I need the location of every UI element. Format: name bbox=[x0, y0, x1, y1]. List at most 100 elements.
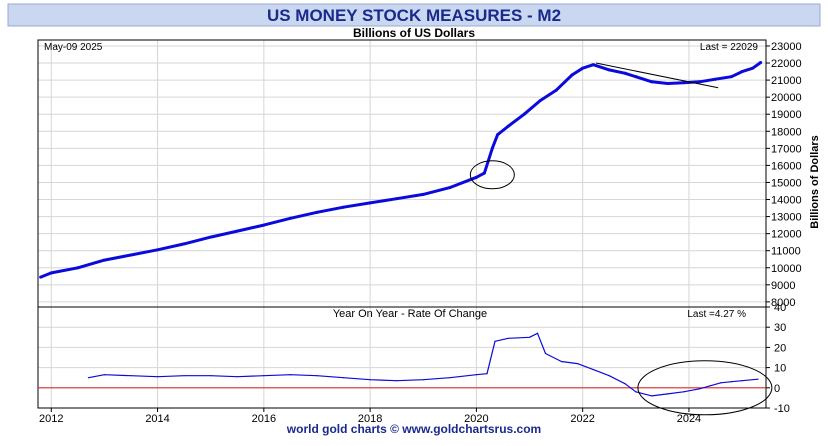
yoy-point bbox=[236, 376, 238, 378]
m2-point bbox=[554, 88, 558, 92]
yoy-point bbox=[210, 375, 212, 377]
m2-series bbox=[39, 61, 763, 279]
top-y-tick-label: 13000 bbox=[771, 212, 802, 224]
m2-point bbox=[570, 73, 574, 77]
footer-credit: world gold charts © www.goldchartsrus.co… bbox=[286, 422, 541, 436]
m2-point bbox=[682, 81, 686, 85]
yoy-point bbox=[560, 360, 563, 363]
top-y-tick-label: 14000 bbox=[771, 195, 802, 207]
top-y-tick-label: 15000 bbox=[771, 177, 802, 189]
yoy-point bbox=[730, 381, 733, 383]
m2-point bbox=[607, 68, 611, 72]
yoy-point bbox=[592, 369, 594, 371]
top-last-label: Last = 22029 bbox=[700, 42, 759, 53]
trendline-annotation bbox=[595, 62, 719, 89]
top-y-tick-label: 23000 bbox=[771, 41, 802, 53]
yoy-point bbox=[536, 332, 539, 334]
top-y-tick-label: 16000 bbox=[771, 160, 802, 172]
date-label: May-09 2025 bbox=[44, 42, 103, 53]
yoy-point bbox=[651, 395, 653, 397]
jump-circle-annotation bbox=[469, 160, 515, 190]
x-tick-label: 2020 bbox=[464, 413, 488, 425]
yoy-point bbox=[544, 352, 547, 355]
yoy-point bbox=[183, 375, 185, 377]
m2-point bbox=[209, 235, 213, 239]
yoy-point bbox=[87, 377, 90, 379]
m2-point bbox=[262, 223, 266, 227]
m2-point bbox=[395, 197, 399, 201]
m2-point bbox=[729, 75, 733, 79]
m2-point bbox=[496, 133, 500, 137]
m2-point bbox=[49, 271, 53, 275]
m2-point bbox=[76, 266, 80, 270]
m2-point bbox=[39, 275, 43, 279]
m2-point bbox=[482, 171, 486, 175]
recovery-circle-annotation bbox=[637, 360, 773, 416]
m2-point bbox=[235, 229, 239, 233]
yoy-point bbox=[289, 374, 292, 376]
yoy-point bbox=[422, 379, 424, 381]
x-tick-label: 2016 bbox=[252, 413, 276, 425]
chart-subtitle: Billions of US Dollars bbox=[353, 26, 475, 40]
top-y-tick-label: 19000 bbox=[771, 109, 802, 121]
yoy-point bbox=[103, 374, 106, 376]
yoy-point bbox=[698, 388, 701, 390]
top-y-tick-label: 11000 bbox=[771, 246, 801, 258]
bottom-y-tick-label: 0 bbox=[774, 383, 780, 395]
yoy-title: Year On Year - Rate Of Change bbox=[333, 308, 487, 320]
m2-point bbox=[315, 210, 319, 214]
yoy-point bbox=[635, 391, 637, 393]
m2-point bbox=[522, 112, 526, 116]
m2-point bbox=[182, 242, 186, 246]
x-tick-label: 2024 bbox=[677, 413, 701, 425]
top-y-tick-label: 10000 bbox=[771, 263, 802, 275]
m2-point bbox=[538, 99, 542, 103]
yoy-point bbox=[528, 336, 531, 338]
m2-line bbox=[40, 61, 762, 279]
m2-point bbox=[740, 70, 744, 74]
x-tick-label: 2012 bbox=[39, 413, 63, 425]
m2-point bbox=[102, 258, 106, 262]
m2-point bbox=[714, 77, 718, 81]
m2-point bbox=[650, 80, 654, 84]
top-y-tick-label: 8000 bbox=[771, 297, 795, 309]
yoy-point bbox=[396, 380, 398, 382]
m2-point bbox=[448, 186, 452, 190]
yoy-point bbox=[709, 385, 711, 387]
x-tick-label: 2018 bbox=[358, 413, 382, 425]
bottom-y-axis: -10 0 10 20 30 40 bbox=[766, 302, 790, 415]
yoy-point bbox=[486, 373, 488, 375]
yoy-point bbox=[608, 375, 610, 377]
m2-point bbox=[506, 124, 510, 128]
m2-point bbox=[342, 205, 346, 209]
top-y-tick-label: 18000 bbox=[771, 126, 802, 138]
top-y-tick-label: 20000 bbox=[771, 92, 802, 104]
yoy-point bbox=[449, 377, 451, 379]
chart-title: US MONEY STOCK MEASURES - M2 bbox=[267, 6, 561, 25]
m2-point bbox=[368, 201, 372, 205]
yoy-point bbox=[683, 391, 685, 393]
m2-point bbox=[288, 216, 292, 220]
bottom-y-tick-label: 10 bbox=[774, 363, 786, 375]
x-tick-label: 2014 bbox=[145, 413, 169, 425]
m2-point bbox=[421, 192, 425, 196]
bottom-y-tick-label: -10 bbox=[774, 403, 790, 415]
bottom-annotations bbox=[637, 360, 773, 416]
m2-point bbox=[751, 66, 755, 70]
x-axis: 2012 2014 2016 2018 2020 2022 2024 bbox=[39, 408, 701, 425]
m2-point bbox=[634, 75, 638, 79]
top-annotations bbox=[469, 62, 719, 190]
top-grid bbox=[38, 40, 766, 307]
yoy-point bbox=[369, 379, 371, 381]
top-y-tick-label: 9000 bbox=[771, 280, 795, 292]
m2-point bbox=[591, 63, 595, 67]
bottom-y-tick-label: 40 bbox=[774, 302, 786, 314]
yoy-point bbox=[741, 380, 743, 382]
yoy-point bbox=[494, 340, 496, 342]
m2-point bbox=[156, 248, 160, 252]
m2-point bbox=[581, 66, 585, 70]
top-y-tick-label: 17000 bbox=[771, 143, 802, 155]
top-y-tick-label: 12000 bbox=[771, 229, 802, 241]
bottom-y-tick-label: 20 bbox=[774, 342, 786, 354]
top-y-axis: 8000 9000 10000 11000 12000 13000 14000 15000 16… bbox=[766, 41, 802, 309]
